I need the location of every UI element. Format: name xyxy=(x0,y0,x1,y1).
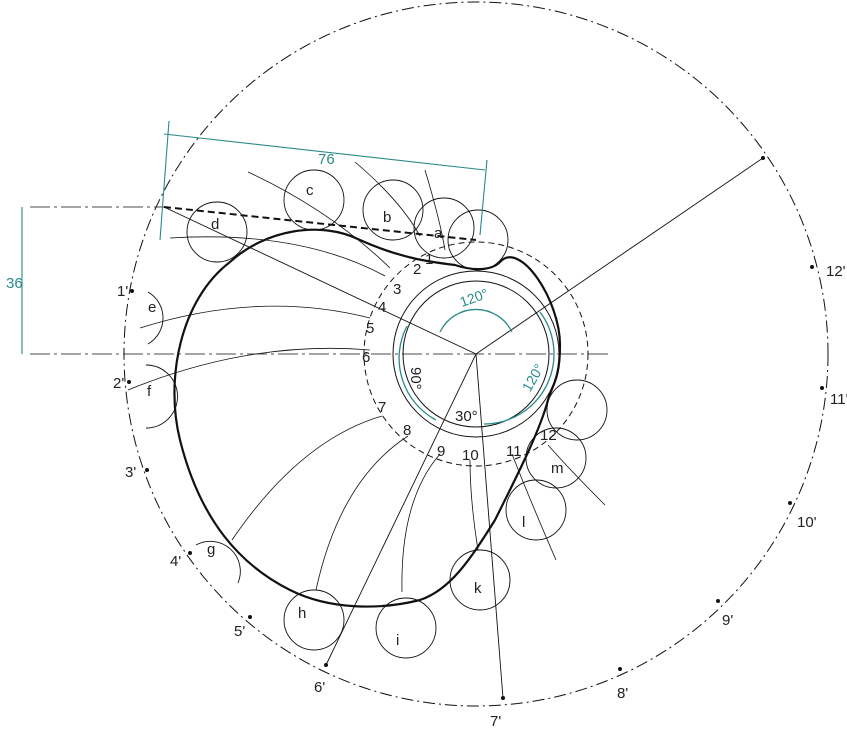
angle-label-right: 120° xyxy=(519,361,547,394)
roller-label-h: h xyxy=(298,605,306,622)
roller-label-m: m xyxy=(551,460,564,477)
roller-label-c: c xyxy=(306,182,314,199)
dimension-lines xyxy=(21,120,488,354)
rise-mark-10: 10 xyxy=(462,447,479,464)
roller-label-l: l xyxy=(522,514,525,531)
rise-mark-5: 5 xyxy=(366,320,374,337)
angle-arcs xyxy=(398,308,555,425)
angle-label-bottom: 30° xyxy=(455,408,478,425)
roller-circles xyxy=(145,169,608,659)
rise-mark-1: 1 xyxy=(425,251,433,268)
outer-mark-1: 1' xyxy=(117,283,128,300)
rise-mark-8: 8 xyxy=(403,422,411,439)
dimension-36: 36 xyxy=(6,275,23,292)
outer-mark-3: 3' xyxy=(125,464,136,481)
rise-mark-6: 6 xyxy=(362,349,370,366)
roller-label-e: e xyxy=(148,299,156,316)
outer-mark-7: 7' xyxy=(490,713,501,730)
outer-division-dots xyxy=(127,156,824,700)
outer-mark-2: 2' xyxy=(113,375,124,392)
roller-label-i: i xyxy=(396,632,399,649)
outer-mark-4: 4' xyxy=(170,553,181,570)
angle-label-top: 120° xyxy=(458,285,491,310)
rise-mark-7: 7 xyxy=(378,399,386,416)
cam-profile xyxy=(173,228,562,608)
roller-label-f: f xyxy=(147,383,152,400)
roller-label-b: b xyxy=(383,209,391,226)
outer-mark-9: 9' xyxy=(722,612,733,629)
rise-mark-3: 3 xyxy=(393,281,401,298)
outer-mark-6: 6' xyxy=(314,679,325,696)
rise-mark-11: 11 xyxy=(506,443,522,460)
radial-lines xyxy=(163,157,764,699)
roller-label-k: k xyxy=(474,580,482,597)
rise-mark-12: 12 xyxy=(540,427,557,444)
rise-mark-9: 9 xyxy=(437,443,445,460)
outer-mark-5: 5' xyxy=(234,623,245,640)
rise-mark-2: 2 xyxy=(413,261,421,278)
rise-mark-4: 4 xyxy=(378,299,386,316)
dimension-76: 76 xyxy=(318,151,335,168)
roller-label-a: a xyxy=(434,225,443,242)
outer-mark-12: 12' xyxy=(826,263,846,280)
roller-label-d: d xyxy=(211,216,219,233)
outer-mark-11: 11' xyxy=(830,391,847,408)
outer-mark-8: 8' xyxy=(617,685,628,702)
roller-label-g: g xyxy=(207,541,215,558)
outer-mark-10: 10' xyxy=(797,514,817,531)
construction-arcs xyxy=(127,161,606,593)
angle-label-left: 90° xyxy=(407,367,424,390)
